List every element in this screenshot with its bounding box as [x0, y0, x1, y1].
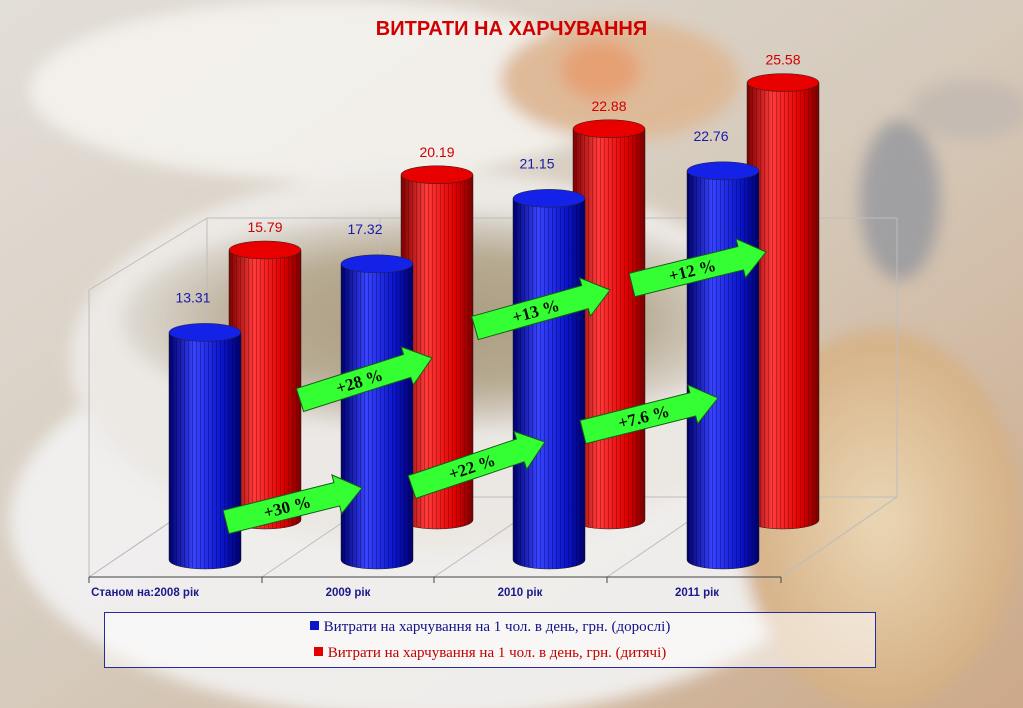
bar-adults-3 [686, 161, 760, 570]
x-tick-label: 2009 рік [326, 587, 371, 599]
value-label-adults: 13.31 [175, 289, 210, 305]
legend-swatch-children [313, 647, 323, 656]
bar-adults-1 [340, 254, 414, 570]
value-label-children: 25.58 [765, 52, 800, 68]
value-label-children: 20.19 [419, 144, 454, 160]
x-tick-label: 2011 рік [675, 587, 719, 599]
value-label-adults: 22.76 [693, 128, 728, 144]
legend-item-children: Витрати на харчування на 1 чол. в день, … [105, 645, 875, 662]
bar-adults-2 [512, 189, 586, 570]
labels-layer: 15.79 20.19 22.88 25.58 13.31 17.32 21.15 22.76 [175, 52, 800, 306]
value-label-adults: 17.32 [347, 221, 382, 237]
floor-line [780, 496, 898, 578]
bar-children-3 [746, 73, 820, 530]
bar-adults-0 [168, 323, 242, 570]
legend: Витрати на харчування на 1 чол. в день, … [104, 612, 876, 668]
x-tick-label: 2010 рік [498, 587, 543, 599]
legend-label-adults: Витрати на харчування на 1 чол. в день, … [323, 619, 671, 635]
legend-item-adults: Витрати на харчування на 1 чол. в день, … [105, 619, 875, 636]
x-axis: Станом на:2008 рік 2009 рік 2010 рік 2011 р… [88, 576, 782, 599]
value-label-children: 15.79 [247, 219, 282, 235]
frame-line [88, 217, 208, 291]
value-label-adults: 21.15 [519, 155, 554, 171]
bar-children-0 [228, 240, 302, 530]
legend-label-children: Витрати на харчування на 1 чол. в день, … [327, 645, 667, 661]
growth-arrow-children-2: +12 % [628, 237, 767, 298]
legend-swatch-adults [309, 621, 319, 630]
x-tick-label: Станом на:2008 рік [91, 587, 199, 599]
value-label-children: 22.88 [591, 98, 626, 114]
chart-title: ВИТРАТИ НА ХАРЧУВАННЯ [375, 18, 648, 40]
bar-children-1 [400, 165, 474, 530]
